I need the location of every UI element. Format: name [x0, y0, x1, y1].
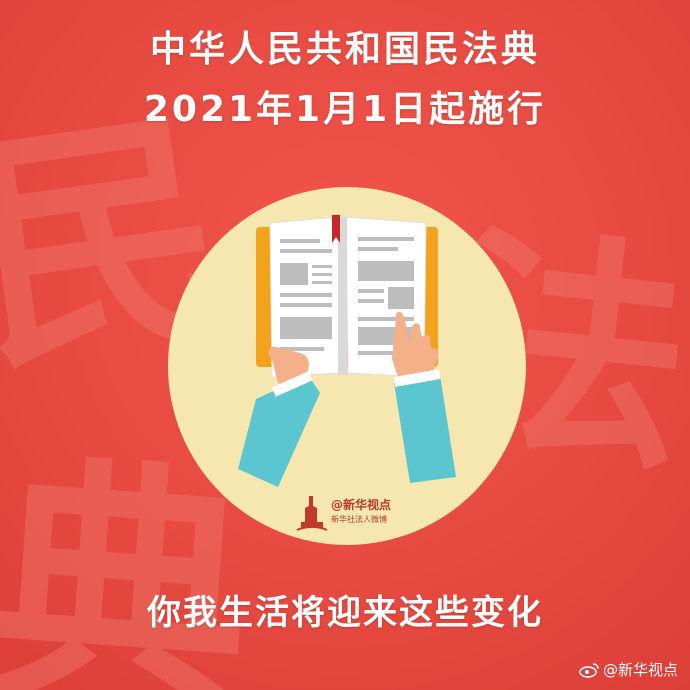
right-hand: [392, 311, 439, 383]
weibo-icon: [579, 662, 599, 678]
logo-subtitle: 新华社法人微博: [331, 515, 387, 524]
bookmark-ribbon: [332, 215, 340, 243]
book-spine: [338, 217, 347, 375]
right-cuff: [393, 369, 441, 387]
right-sleeve: [394, 375, 456, 483]
left-cuff: [271, 371, 313, 397]
xinhua-logo-mark-icon: [296, 496, 328, 531]
weibo-watermark: @新华视点: [579, 659, 678, 680]
watermark-text: @新华视点: [602, 661, 678, 679]
title-line-2: 2021年1月1日起施行: [143, 89, 547, 130]
logo-name: @新华视点: [331, 498, 392, 512]
subtitle: 你我生活将迎来这些变化: [147, 593, 543, 633]
illustration-circle: [168, 187, 526, 545]
left-sleeve: [238, 375, 320, 487]
title-line-1: 中华人民共和国民法典: [149, 29, 540, 70]
left-page-text: [280, 239, 332, 351]
book-reading-illustration: [238, 215, 456, 487]
xinhua-logo: @新华视点 新华社法人微博: [295, 492, 435, 532]
